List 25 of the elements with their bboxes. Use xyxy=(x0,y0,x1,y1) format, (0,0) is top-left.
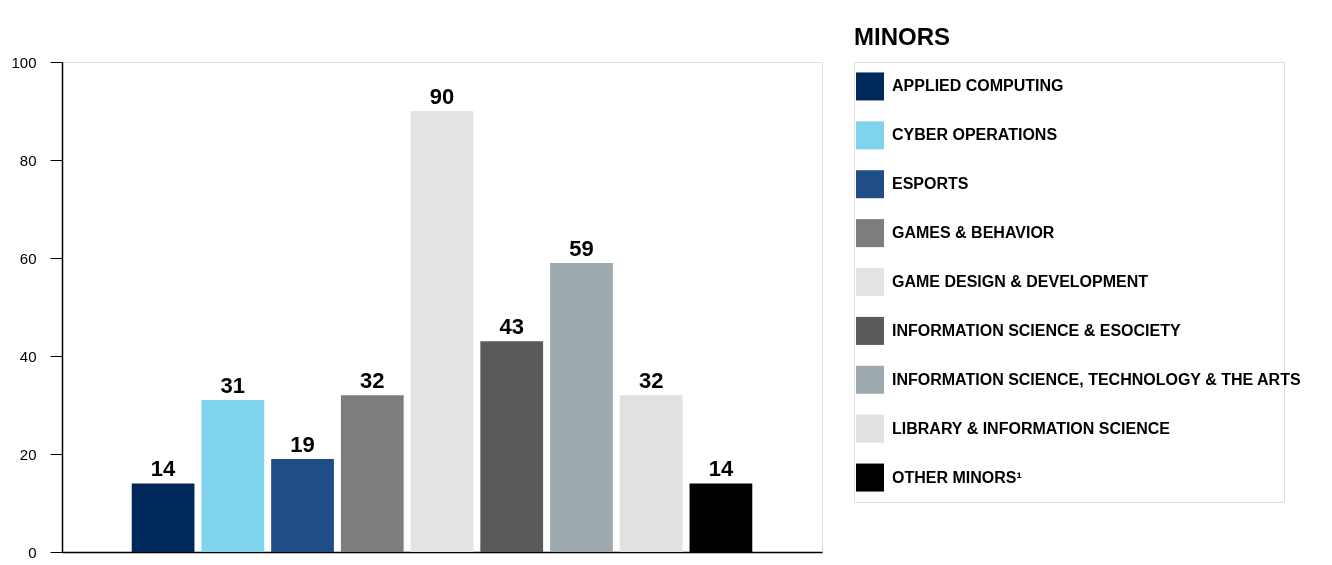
legend-label: APPLIED COMPUTING xyxy=(892,77,1064,95)
data-label: 31 xyxy=(220,373,246,399)
data-label: 59 xyxy=(569,235,594,261)
y-tick-label: 0 xyxy=(28,543,37,561)
legend-title: MINORS xyxy=(854,23,950,50)
data-label: 32 xyxy=(360,368,385,394)
y-tick-label: 20 xyxy=(19,445,37,463)
legend-label: CYBER OPERATIONS xyxy=(892,126,1058,144)
y-tick-label: 100 xyxy=(11,53,37,71)
y-tick-label: 60 xyxy=(19,249,37,267)
legend-label: INFORMATION SCIENCE, TECHNOLOGY & THE ARTS xyxy=(892,370,1301,388)
data-label: 32 xyxy=(638,368,664,394)
data-label: 14 xyxy=(708,456,734,482)
data-label: 14 xyxy=(150,456,177,482)
legend-label: ESPORTS xyxy=(892,175,969,193)
legend-label: GAMES & BEHAVIOR xyxy=(892,224,1055,242)
y-tick-label: 80 xyxy=(19,151,37,169)
y-tick-label: 40 xyxy=(19,347,37,365)
legend-label: LIBRARY & INFORMATION SCIENCE xyxy=(892,419,1171,437)
data-label: 19 xyxy=(290,431,315,457)
legend-label: GAME DESIGN & DEVELOPMENT xyxy=(892,273,1149,290)
data-label: 90 xyxy=(429,84,455,109)
data-label: 43 xyxy=(499,314,524,340)
legend-label: INFORMATION SCIENCE & ESOCIETY xyxy=(892,321,1181,339)
legend-label: OTHER MINORS¹ xyxy=(892,468,1022,486)
